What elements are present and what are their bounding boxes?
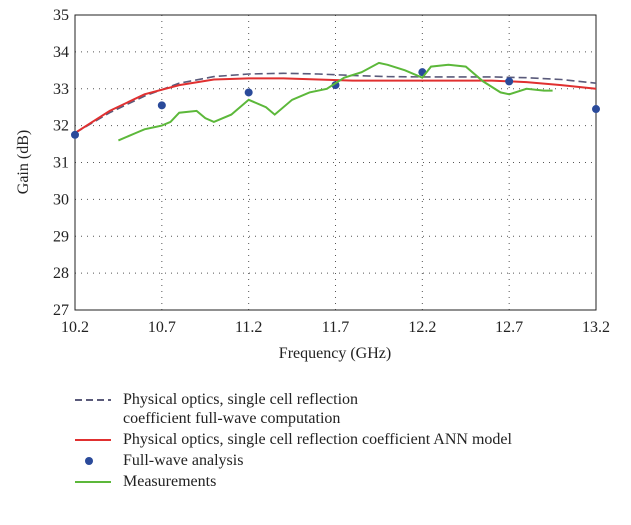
legend-item: Physical optics, single cell reflection … [75,390,512,428]
legend-item: Measurements [75,472,512,491]
legend-label: Full-wave analysis [123,452,244,469]
legend-label: Physical optics, single cell reflection … [123,391,359,427]
series-line [118,61,553,142]
y-tick-label: 34 [53,44,69,61]
y-axis-label: Gain (dB) [15,130,32,194]
y-tick-label: 28 [53,265,69,282]
x-tick-label: 11.2 [235,319,262,336]
x-tick-label: 10.7 [148,319,176,336]
legend-item: Full-wave analysis [75,451,512,470]
x-tick-label: 11.7 [322,319,349,336]
data-point [157,101,166,110]
data-point [505,77,514,86]
data-point [244,88,253,97]
legend-swatch [75,481,111,483]
y-tick-label: 31 [53,155,69,172]
y-tick-label: 33 [53,81,69,98]
data-point [592,105,600,114]
y-tick-label: 30 [53,191,69,208]
legend-marker [85,457,93,465]
legend: Physical optics, single cell reflection … [75,390,512,493]
data-point [71,130,79,139]
chart: Frequency (GHz) Gain (dB) 27 28 29 30 31 32 33… [15,7,610,362]
legend-swatch [75,399,111,401]
legend-label: Physical optics, single cell reflection … [123,431,512,448]
plot-frame [74,14,597,311]
legend-swatch [75,439,111,441]
y-tick-label: 27 [53,302,69,319]
y-tick-label: 29 [53,228,69,245]
x-tick-label: 12.2 [408,319,436,336]
y-tick-label: 35 [53,7,69,24]
x-tick-label: 13.2 [582,319,610,336]
x-tick-label: 10.2 [61,319,89,336]
legend-swatch [85,457,93,465]
x-axis-label: Frequency (GHz) [279,345,391,362]
y-tick-label: 32 [53,118,69,135]
legend-item: Physical optics, single cell reflection … [75,430,512,449]
x-tick-label: 12.7 [495,319,523,336]
legend-label: Measurements [123,473,217,490]
